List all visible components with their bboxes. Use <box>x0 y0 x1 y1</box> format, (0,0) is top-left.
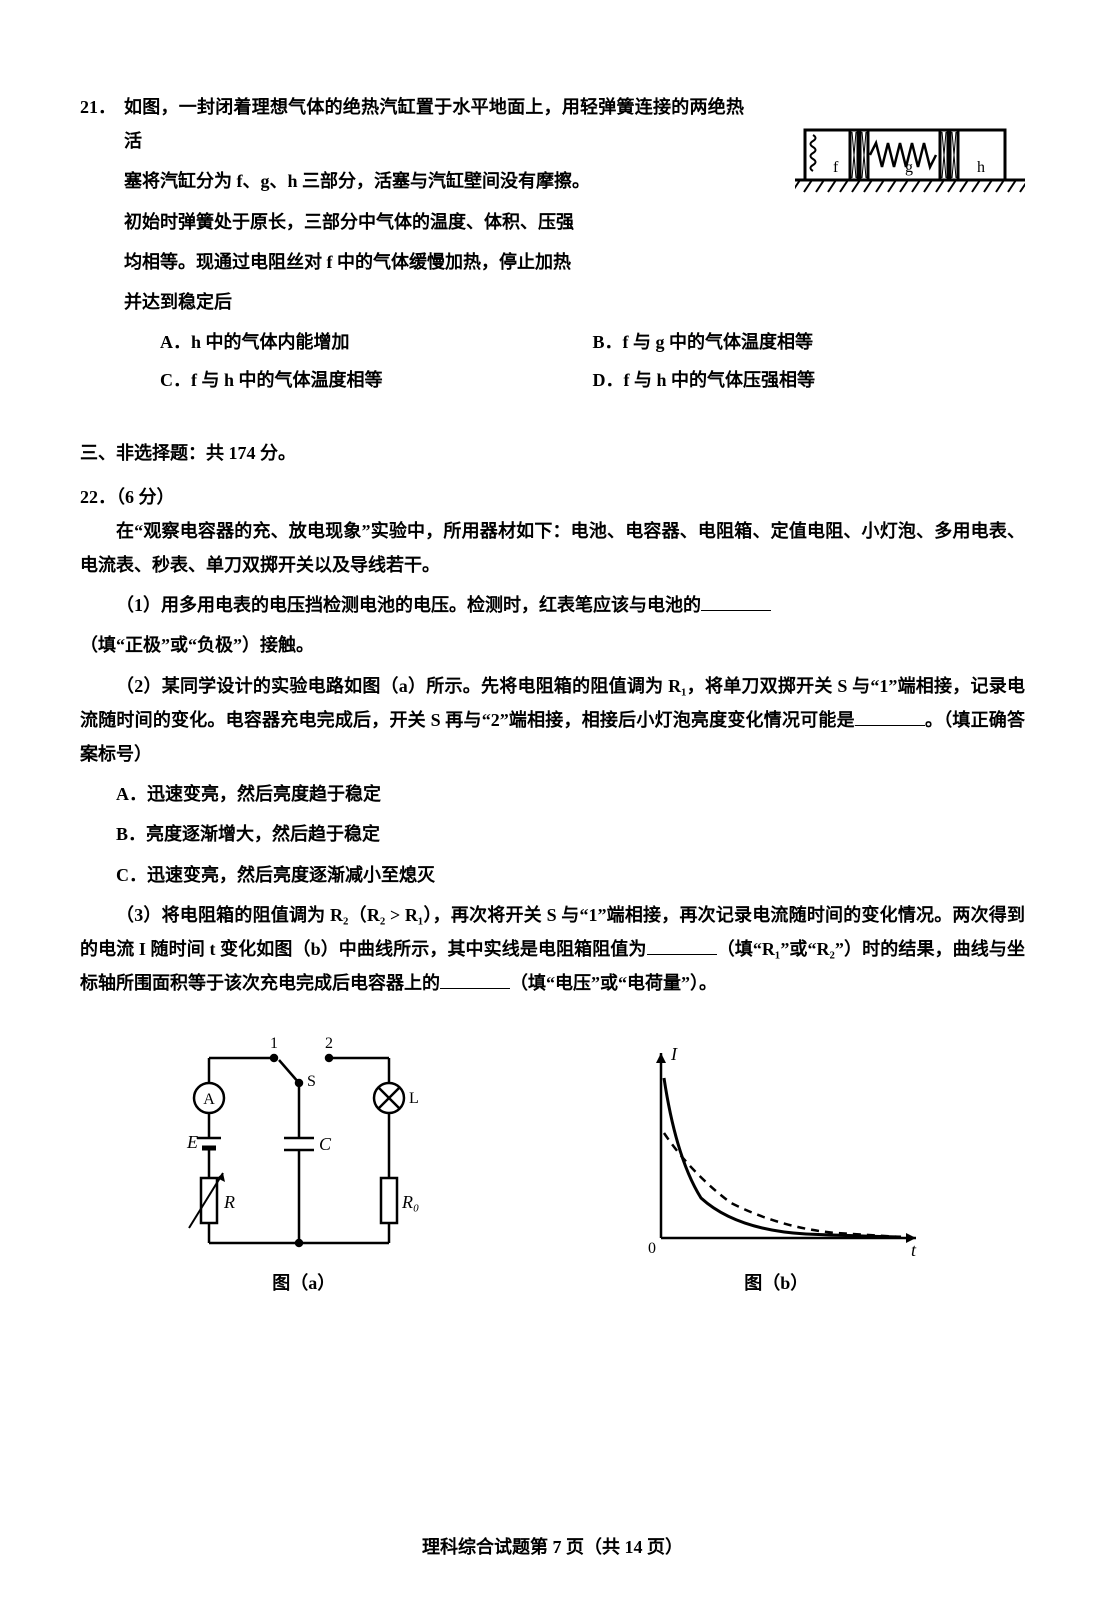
q22-p4: （3）将电阻箱的阻值调为 R₂（R₂ > R₁），再次将开关 S 与“1”端相接… <box>80 898 1025 1001</box>
circuit-diagram: A E R 1 2 <box>179 1028 429 1258</box>
blank-2 <box>855 706 925 726</box>
svg-text:R₀: R₀ <box>401 1192 419 1212</box>
q21-line2: 塞将汽缸分为 f、g、h 三部分，活塞与汽缸壁间没有摩擦。 <box>124 164 744 198</box>
q22-p1: 在“观察电容器的充、放电现象”实验中，所用器材如下：电池、电容器、电阻箱、定值电… <box>80 514 1025 582</box>
q22-option-c: C．迅速变亮，然后亮度逐渐减小至熄灭 <box>80 858 1025 892</box>
q21-option-d: D．f 与 h 中的气体压强相等 <box>593 363 1026 397</box>
svg-text:1: 1 <box>270 1035 278 1052</box>
svg-text:2: 2 <box>325 1035 333 1052</box>
q21-option-b: B．f 与 g 中的气体温度相等 <box>593 325 1026 359</box>
question-21: 21． 如图，一封闭着理想气体的绝热汽缸置于水平地面上，用轻弹簧连接的两绝热活 … <box>80 90 1025 398</box>
svg-text:S: S <box>307 1073 316 1090</box>
q22-option-b: B．亮度逐渐增大，然后趋于稳定 <box>80 817 1025 851</box>
svg-text:L: L <box>409 1090 419 1107</box>
q21-options-row2: C．f 与 h 中的气体温度相等 D．f 与 h 中的气体压强相等 <box>160 363 1025 397</box>
q22-p2a: （1）用多用电表的电压挡检测电池的电压。检测时，红表笔应该与电池的 <box>116 595 701 615</box>
q21-option-a: A．h 中的气体内能增加 <box>160 325 593 359</box>
svg-text:g: g <box>905 159 913 176</box>
q21-line3: 初始时弹簧处于原长，三部分中气体的温度、体积、压强 <box>124 205 744 239</box>
q21-line4: 均相等。现通过电阻丝对 f 中的气体缓慢加热，停止加热 <box>124 245 744 279</box>
q22-p3: （2）某同学设计的实验电路如图（a）所示。先将电阻箱的阻值调为 R₁，将单刀双掷… <box>80 669 1025 772</box>
svg-text:h: h <box>977 159 985 176</box>
svg-text:C: C <box>319 1134 332 1154</box>
svg-text:R: R <box>223 1192 235 1212</box>
page-footer: 理科综合试题第 7 页（共 14 页） <box>0 1530 1105 1564</box>
svg-text:I: I <box>670 1044 678 1064</box>
blank-1 <box>701 591 771 611</box>
q21-line5: 并达到稳定后 <box>124 285 744 319</box>
svg-text:t: t <box>911 1240 917 1258</box>
section-3-header: 三、非选择题：共 174 分。 <box>80 436 1025 470</box>
q21-figure: f g h <box>795 120 1025 221</box>
q22-option-a: A．迅速变亮，然后亮度趋于稳定 <box>80 777 1025 811</box>
figures-row: A E R 1 2 <box>80 1028 1025 1300</box>
figure-b-caption: 图（b） <box>744 1266 808 1300</box>
svg-text:A: A <box>203 1091 215 1108</box>
svg-text:0: 0 <box>648 1240 656 1257</box>
q21-body: 如图，一封闭着理想气体的绝热汽缸置于水平地面上，用轻弹簧连接的两绝热活 塞将汽缸… <box>124 90 1025 398</box>
blank-3 <box>647 935 717 955</box>
figure-b: I t 0 图（b） <box>626 1038 926 1300</box>
q21-line1: 如图，一封闭着理想气体的绝热汽缸置于水平地面上，用轻弹簧连接的两绝热活 <box>124 90 744 158</box>
svg-text:E: E <box>186 1132 198 1152</box>
figure-a-caption: 图（a） <box>272 1266 335 1300</box>
q21-options-row1: A．h 中的气体内能增加 B．f 与 g 中的气体温度相等 <box>160 325 1025 359</box>
q21-number: 21． <box>80 90 116 124</box>
q21-option-c: C．f 与 h 中的气体温度相等 <box>160 363 593 397</box>
q22-p4c: （填“电压”或“电荷量”）。 <box>510 973 717 993</box>
svg-text:f: f <box>833 159 839 176</box>
cylinder-diagram: f g h <box>795 120 1025 210</box>
q22-p2b: （填“正极”或“负极”）接触。 <box>80 628 1025 662</box>
figure-a: A E R 1 2 <box>179 1028 429 1300</box>
q22-p2: （1）用多用电表的电压挡检测电池的电压。检测时，红表笔应该与电池的 <box>80 588 1025 622</box>
q21-text: 如图，一封闭着理想气体的绝热汽缸置于水平地面上，用轻弹簧连接的两绝热活 塞将汽缸… <box>124 90 744 319</box>
blank-4 <box>440 969 510 989</box>
decay-curve-chart: I t 0 <box>626 1038 926 1258</box>
q22-header: 22．（6 分） <box>80 480 1025 514</box>
